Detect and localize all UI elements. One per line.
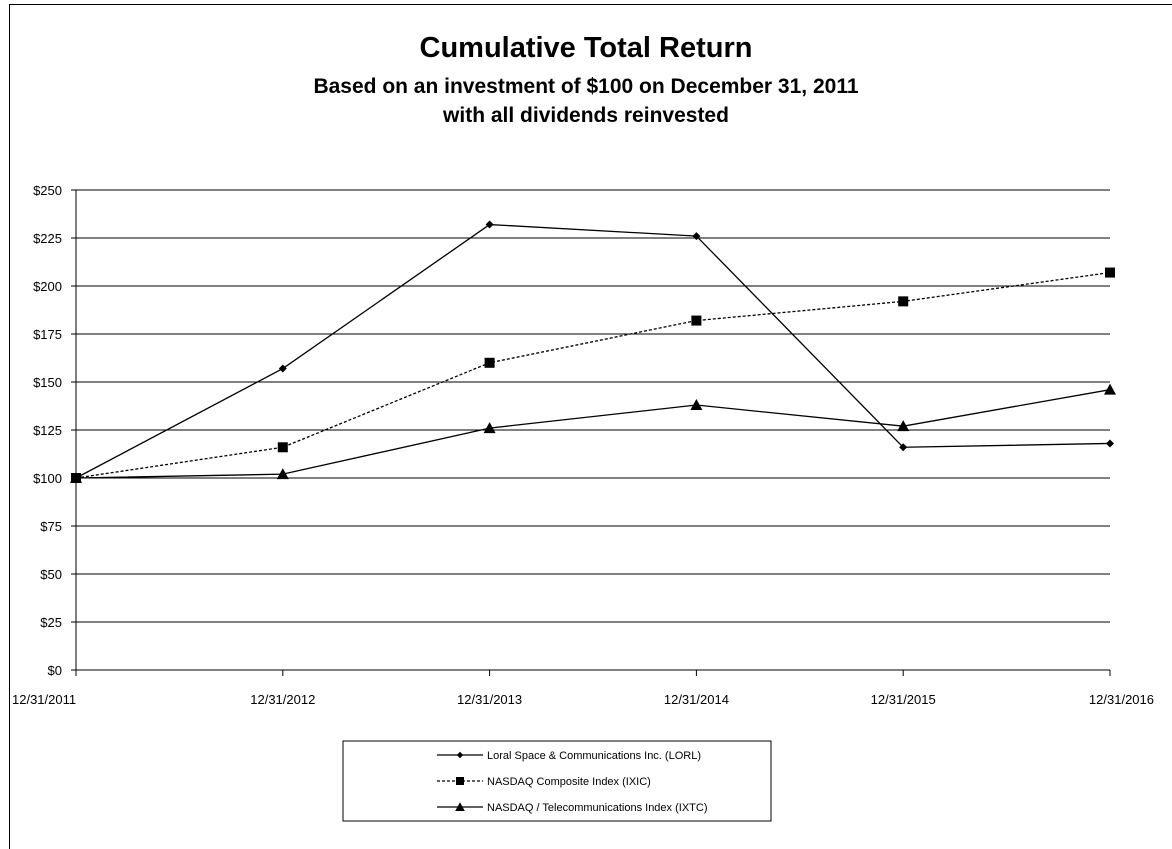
data-point-triangle	[483, 422, 496, 434]
chart-title: Cumulative Total Return	[419, 32, 753, 64]
series-3	[70, 383, 1116, 483]
legend-label: NASDAQ / Telecommunications Index (IXTC)	[487, 802, 707, 814]
legend-marker-square	[456, 777, 464, 785]
chart-subtitle-line-1: Based on an investment of $100 on Decemb…	[313, 75, 859, 98]
legend-marker-triangle	[455, 802, 465, 811]
legend: Loral Space & Communications Inc. (LORL)…	[342, 740, 772, 822]
x-tick-label: 12/31/2014	[664, 692, 729, 707]
y-axis-ticks: $0 $25 $50 $75 $100 $125 $150 $175 $200 $225 $250	[33, 183, 62, 678]
legend-item: NASDAQ Composite Index (IXIC)	[437, 776, 651, 788]
x-tick-label: 12/31/2012	[250, 692, 315, 707]
x-tick-label: 12/31/2011	[12, 692, 76, 707]
legend-box	[342, 740, 772, 822]
series-1	[72, 220, 1114, 482]
data-point-triangle	[276, 468, 289, 480]
series-line	[75, 223, 1111, 479]
data-point-square	[898, 296, 909, 307]
data-point-diamond	[899, 443, 908, 452]
x-axis-ticks: 12/31/2011 12/31/2012 12/31/2013 12/31/2014…	[12, 692, 1154, 707]
y-tick-label: $200	[33, 279, 62, 294]
y-tick-label: $0	[48, 663, 62, 678]
x-tick-label: 12/31/2013	[457, 692, 522, 707]
legend-item: NASDAQ / Telecommunications Index (IXTC)	[437, 802, 707, 814]
y-tick-label: $25	[40, 615, 62, 630]
x-tick-label: 12/31/2016	[1089, 692, 1154, 707]
data-point-diamond	[485, 220, 494, 229]
axes	[71, 189, 1111, 676]
series-line	[75, 271, 1111, 479]
data-point-square	[484, 357, 495, 368]
y-tick-label: $150	[33, 375, 62, 390]
data-point-diamond	[278, 364, 287, 373]
data-point-square	[691, 315, 702, 326]
data-point-diamond	[1106, 439, 1114, 448]
y-tick-label: $250	[33, 183, 62, 198]
y-tick-label: $100	[33, 471, 62, 486]
data-point-triangle	[70, 472, 82, 483]
series-lines	[70, 220, 1116, 483]
y-tick-label: $225	[33, 231, 62, 246]
data-point-triangle	[690, 399, 703, 411]
gridlines	[76, 189, 1110, 623]
y-tick-label: $175	[33, 327, 62, 342]
series-2	[71, 267, 1115, 483]
chart-subtitle-line-2: with all dividends reinvested	[443, 104, 729, 127]
data-point-diamond	[692, 232, 701, 241]
data-point-square	[1105, 267, 1115, 278]
chart-frame	[9, 4, 1172, 849]
series-line	[75, 389, 1111, 479]
y-tick-label: $50	[40, 567, 62, 582]
legend-marker-diamond	[456, 751, 464, 759]
y-tick-label: $125	[33, 423, 62, 438]
x-tick-label: 12/31/2015	[871, 692, 936, 707]
data-point-triangle	[1104, 383, 1116, 395]
y-tick-label: $75	[40, 519, 62, 534]
data-point-square	[277, 442, 288, 453]
legend-label: Loral Space & Communications Inc. (LORL)	[487, 750, 701, 762]
legend-label: NASDAQ Composite Index (IXIC)	[487, 776, 651, 788]
data-point-triangle	[897, 420, 910, 432]
legend-item: Loral Space & Communications Inc. (LORL)	[437, 750, 701, 762]
